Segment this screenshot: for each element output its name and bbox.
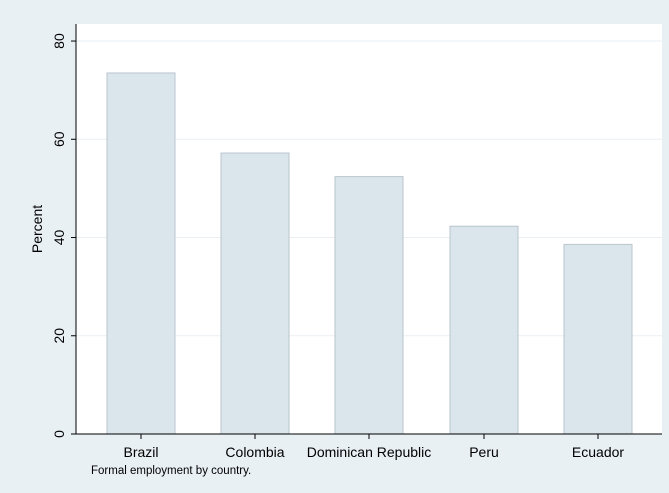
y-tick-label-20: 20 <box>51 328 67 344</box>
y-tick-label-80: 80 <box>51 33 67 49</box>
x-category-label-peru: Peru <box>469 444 499 460</box>
bar-colombia <box>220 152 290 435</box>
y-ticks: 0 20 40 60 80 <box>51 33 76 438</box>
x-category-labels: Brazil Colombia Dominican Republic Peru Ecua… <box>123 434 624 460</box>
x-category-label-ecuador: Ecuador <box>572 444 624 460</box>
bars <box>106 72 633 435</box>
bar-peru <box>449 225 519 435</box>
y-tick-label-40: 40 <box>51 230 67 246</box>
bar-brazil <box>106 72 176 435</box>
x-category-label-brazil: Brazil <box>123 444 158 460</box>
bar-dominican-republic <box>334 176 404 435</box>
bar-ecuador <box>563 243 633 435</box>
x-category-label-dominican-republic: Dominican Republic <box>307 444 432 460</box>
y-axis-title: Percent <box>29 205 45 253</box>
x-category-label-colombia: Colombia <box>225 444 284 460</box>
chart-caption: Formal employment by country. <box>91 465 251 477</box>
y-tick-label-60: 60 <box>51 131 67 147</box>
y-tick-label-0: 0 <box>51 430 67 438</box>
